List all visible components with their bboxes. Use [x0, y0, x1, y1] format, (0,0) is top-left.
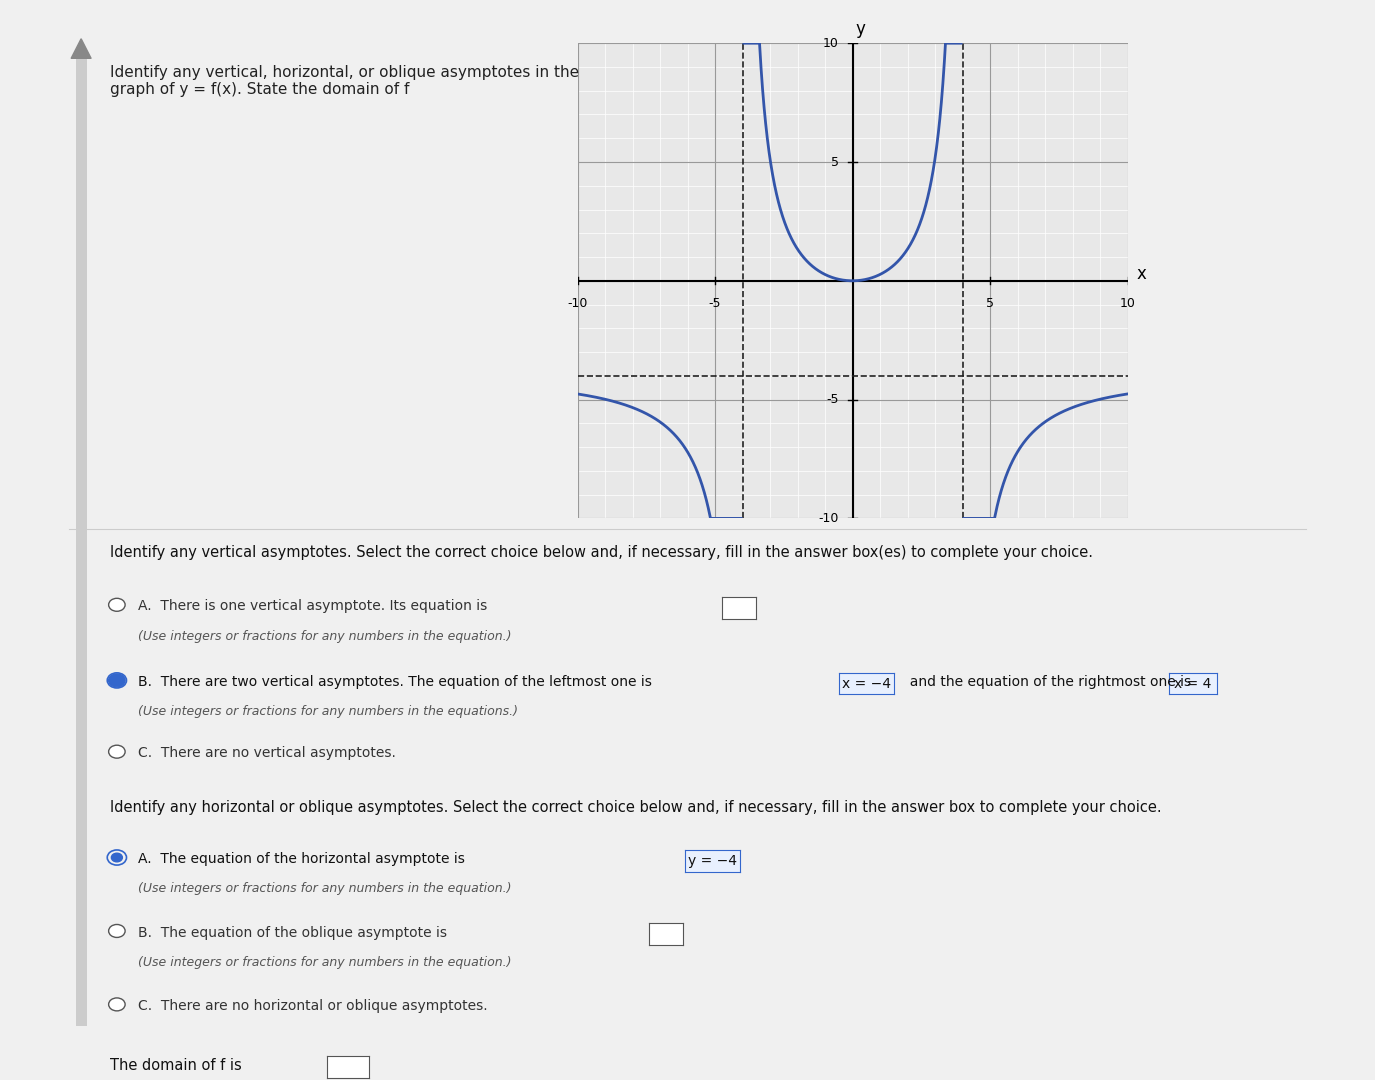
Text: -10: -10	[818, 512, 839, 525]
Text: (Use integers or fractions for any numbers in the equation.): (Use integers or fractions for any numbe…	[138, 956, 512, 969]
Text: B.  The equation of the oblique asymptote is: B. The equation of the oblique asymptote…	[138, 926, 447, 940]
Polygon shape	[72, 39, 91, 58]
Text: Identify any vertical, horizontal, or oblique asymptotes in the
graph of y = f(x: Identify any vertical, horizontal, or ob…	[110, 65, 579, 97]
Text: B.  There are two vertical asymptotes. The equation of the leftmost one is: B. There are two vertical asymptotes. Th…	[138, 675, 656, 689]
Text: 5: 5	[986, 297, 994, 310]
Text: x = 4: x = 4	[1174, 677, 1211, 690]
Text: Identify any vertical asymptotes. Select the correct choice below and, if necess: Identify any vertical asymptotes. Select…	[110, 545, 1093, 561]
Text: (Use integers or fractions for any numbers in the equations.): (Use integers or fractions for any numbe…	[138, 705, 517, 718]
Text: C.  There are no horizontal or oblique asymptotes.: C. There are no horizontal or oblique as…	[138, 999, 487, 1013]
Text: The domain of f is: The domain of f is	[110, 1058, 246, 1074]
Text: y: y	[855, 19, 866, 38]
Text: -5: -5	[708, 297, 722, 310]
Text: x: x	[1136, 265, 1147, 283]
Text: x = −4: x = −4	[842, 677, 891, 690]
Text: Identify any horizontal or oblique asymptotes. Select the correct choice below a: Identify any horizontal or oblique asymp…	[110, 800, 1162, 815]
Text: and the equation of the rightmost one is: and the equation of the rightmost one is	[901, 675, 1195, 689]
Text: C.  There are no vertical asymptotes.: C. There are no vertical asymptotes.	[138, 746, 396, 760]
Text: (Use integers or fractions for any numbers in the equation.): (Use integers or fractions for any numbe…	[138, 882, 512, 895]
Text: 5: 5	[830, 156, 839, 168]
Text: y = −4: y = −4	[688, 854, 737, 867]
Text: -10: -10	[568, 297, 587, 310]
Text: 10: 10	[822, 37, 839, 50]
Text: A.  There is one vertical asymptote. Its equation is: A. There is one vertical asymptote. Its …	[138, 599, 487, 613]
Text: A.  The equation of the horizontal asymptote is: A. The equation of the horizontal asympt…	[138, 852, 469, 866]
Text: (Use integers or fractions for any numbers in the equation.): (Use integers or fractions for any numbe…	[138, 630, 512, 643]
Text: -5: -5	[826, 393, 839, 406]
Text: 10: 10	[1119, 297, 1136, 310]
